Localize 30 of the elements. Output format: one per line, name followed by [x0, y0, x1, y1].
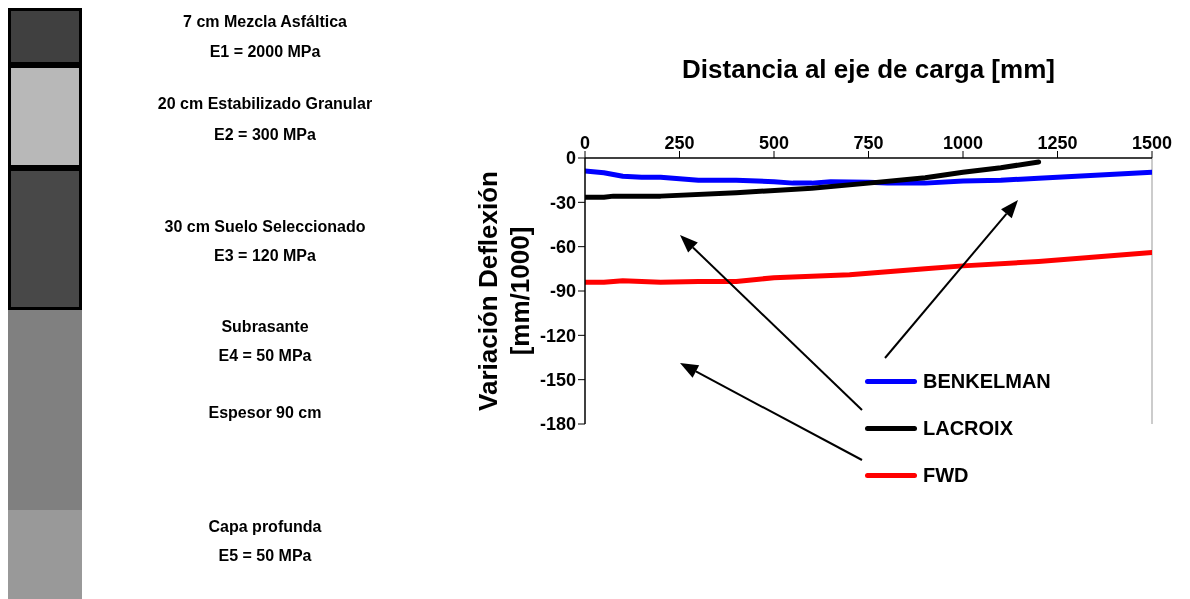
text: E4 = 50 MPa [217, 346, 313, 366]
text: E1 = 2000 MPa [208, 42, 322, 62]
y-tick-label: -60 [549, 237, 576, 258]
x-tick-label: 500 [758, 133, 790, 153]
x-tick-label: 0 [579, 133, 591, 153]
text: Capa profunda [207, 517, 323, 537]
y-axis-title: Variación Deflexión [mm/1000] [473, 171, 535, 411]
y-tick-label: -90 [549, 281, 576, 302]
text: E2 = 300 MPa [213, 125, 317, 145]
text: Subrasante [220, 317, 310, 337]
y-tick-label: -30 [549, 192, 576, 213]
text: 7 cm Mezcla Asfáltica [182, 12, 348, 32]
y-tick-label: -150 [539, 370, 576, 391]
legend-label: LACROIX [923, 417, 1013, 440]
legend-label: FWD [923, 464, 969, 487]
y-tick-label: -180 [539, 414, 576, 435]
x-tick-label: 1000 [942, 133, 984, 153]
text: Espesor 90 cm [207, 403, 323, 423]
legend-label: BENKELMAN [923, 370, 1051, 393]
x-tick-label: 1500 [1131, 133, 1173, 153]
y-tick-label: -120 [539, 325, 576, 346]
x-axis-title: Distancia al eje de carga [mm] [682, 54, 1055, 84]
text: 20 cm Estabilizado Granular [156, 94, 374, 114]
x-tick-label: 750 [853, 133, 884, 153]
x-tick-label: 250 [664, 133, 695, 153]
text: E5 = 50 MPa [217, 546, 313, 566]
text: 30 cm Suelo Seleccionado [163, 217, 367, 237]
text: E3 = 120 MPa [213, 246, 317, 266]
y-tick-label: 0 [565, 148, 576, 169]
x-tick-label: 1250 [1037, 133, 1078, 153]
